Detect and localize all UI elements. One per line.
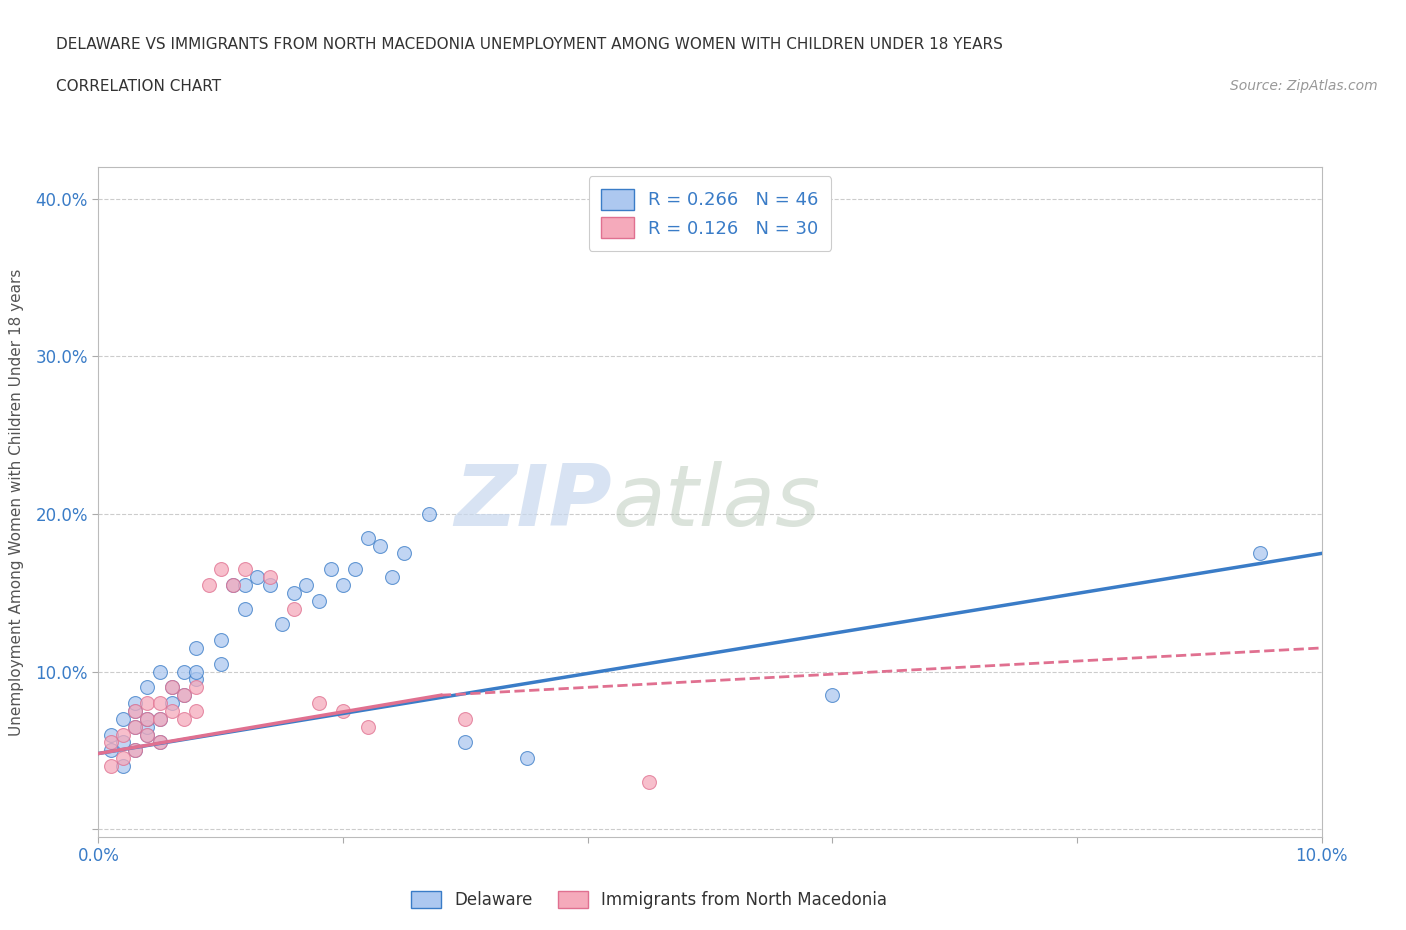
Point	[308, 696, 330, 711]
Point	[821, 688, 844, 703]
Point	[136, 727, 159, 742]
Point	[418, 507, 440, 522]
Point	[111, 711, 134, 726]
Point	[173, 688, 195, 703]
Point	[259, 569, 281, 584]
Point	[160, 696, 183, 711]
Point	[233, 578, 256, 592]
Point	[283, 585, 305, 600]
Point	[124, 719, 146, 734]
Point	[111, 751, 134, 765]
Point	[186, 680, 208, 695]
Point	[356, 719, 378, 734]
Point	[100, 727, 122, 742]
Point	[368, 538, 391, 553]
Point	[111, 727, 134, 742]
Point	[222, 578, 245, 592]
Point	[149, 735, 172, 750]
Point	[124, 743, 146, 758]
Point	[136, 711, 159, 726]
Point	[136, 696, 159, 711]
Point	[209, 562, 232, 577]
Point	[149, 696, 172, 711]
Point	[136, 719, 159, 734]
Point	[124, 719, 146, 734]
Point	[222, 578, 245, 592]
Point	[160, 680, 183, 695]
Point	[270, 617, 292, 631]
Point	[136, 680, 159, 695]
Point	[392, 546, 416, 561]
Text: DELAWARE VS IMMIGRANTS FROM NORTH MACEDONIA UNEMPLOYMENT AMONG WOMEN WITH CHILDR: DELAWARE VS IMMIGRANTS FROM NORTH MACEDO…	[56, 37, 1002, 52]
Y-axis label: Unemployment Among Women with Children Under 18 years: Unemployment Among Women with Children U…	[10, 269, 24, 736]
Legend: Delaware, Immigrants from North Macedonia: Delaware, Immigrants from North Macedoni…	[404, 884, 894, 916]
Point	[259, 578, 281, 592]
Point	[149, 711, 172, 726]
Point	[454, 711, 477, 726]
Point	[124, 743, 146, 758]
Point	[637, 775, 661, 790]
Point	[124, 696, 146, 711]
Text: CORRELATION CHART: CORRELATION CHART	[56, 79, 221, 94]
Point	[173, 688, 195, 703]
Point	[283, 601, 305, 616]
Point	[209, 657, 232, 671]
Point	[136, 727, 159, 742]
Point	[356, 530, 378, 545]
Point	[149, 664, 172, 679]
Point	[100, 759, 122, 774]
Point	[160, 703, 183, 718]
Point	[111, 759, 134, 774]
Point	[149, 711, 172, 726]
Point	[516, 751, 538, 765]
Point	[295, 578, 318, 592]
Point	[186, 641, 208, 656]
Point	[136, 711, 159, 726]
Text: Source: ZipAtlas.com: Source: ZipAtlas.com	[1230, 79, 1378, 93]
Point	[186, 672, 208, 687]
Point	[319, 562, 342, 577]
Point	[149, 735, 172, 750]
Text: ZIP: ZIP	[454, 460, 612, 544]
Point	[1249, 546, 1271, 561]
Point	[160, 680, 183, 695]
Point	[100, 743, 122, 758]
Point	[186, 703, 208, 718]
Point	[186, 664, 208, 679]
Point	[332, 703, 354, 718]
Point	[100, 735, 122, 750]
Point	[111, 735, 134, 750]
Point	[197, 578, 219, 592]
Point	[233, 562, 256, 577]
Text: atlas: atlas	[612, 460, 820, 544]
Point	[173, 711, 195, 726]
Point	[124, 703, 146, 718]
Point	[209, 632, 232, 647]
Point	[173, 664, 195, 679]
Point	[124, 703, 146, 718]
Point	[233, 601, 256, 616]
Point	[246, 569, 269, 584]
Point	[308, 593, 330, 608]
Point	[344, 562, 367, 577]
Point	[332, 578, 354, 592]
Point	[381, 569, 404, 584]
Point	[454, 735, 477, 750]
